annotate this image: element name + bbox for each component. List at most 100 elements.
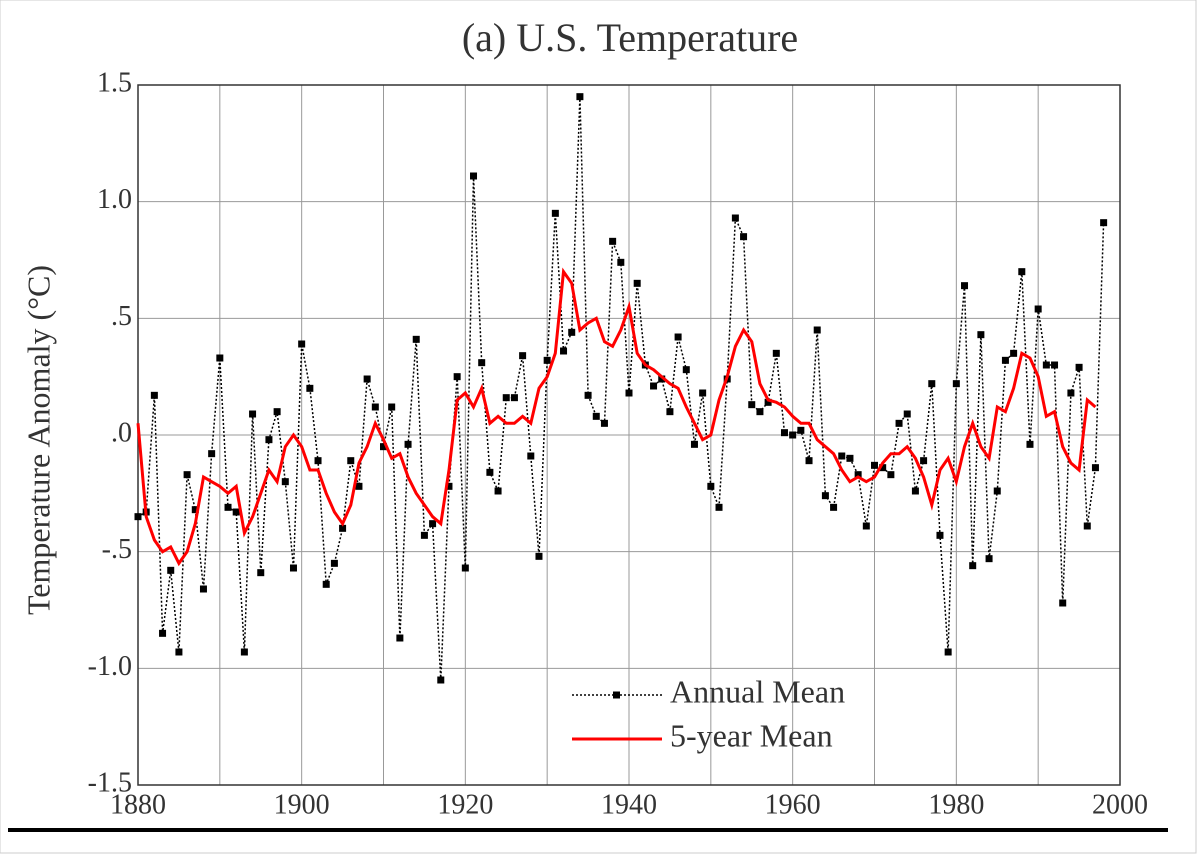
marker [592,412,600,420]
marker [658,375,666,383]
marker [911,487,919,495]
marker [879,464,887,472]
chart-title: (a) U.S. Temperature [462,15,798,60]
marker [355,482,363,490]
marker [1010,349,1018,357]
marker [584,391,592,399]
y-tick-label: .0 [111,417,132,448]
marker [633,279,641,287]
x-tick-label: 1960 [765,789,821,820]
marker [289,564,297,572]
legend-label: 5-year Mean [670,717,833,753]
marker [183,471,191,479]
series-line [136,267,1097,567]
marker [232,508,240,516]
marker [756,408,764,416]
marker [322,580,330,588]
marker [821,492,829,500]
marker [666,408,674,416]
marker [551,209,559,217]
x-tick-label: 1880 [110,789,166,820]
marker [1042,361,1050,369]
marker [535,552,543,560]
marker [1026,440,1034,448]
marker [1018,268,1026,276]
marker [830,503,838,511]
marker [167,566,175,574]
marker [461,564,469,572]
marker [486,468,494,476]
marker [838,452,846,460]
marker [175,648,183,656]
marker [576,93,584,101]
marker [944,648,952,656]
marker [699,389,707,397]
marker [862,522,870,530]
marker [224,503,232,511]
x-tick-label: 1980 [928,789,984,820]
marker [150,391,158,399]
marker [805,457,813,465]
marker [388,403,396,411]
y-tick-label: -.5 [102,534,132,565]
legend-label: Annual Mean [670,673,845,709]
marker [617,258,625,266]
marker [871,461,878,469]
marker [420,531,428,539]
marker [969,562,977,570]
marker [961,282,969,290]
marker [813,326,821,334]
marker [347,457,355,465]
marker [715,503,723,511]
marker [780,429,788,437]
marker [1091,464,1099,472]
y-tick-label: 1.5 [97,67,132,98]
marker [257,569,265,577]
marker [543,356,551,364]
marker [1100,219,1108,227]
marker [191,506,199,514]
marker [625,389,633,397]
marker [199,585,207,593]
x-tick-label: 1940 [601,789,657,820]
marker [846,454,854,462]
marker [731,214,739,222]
marker [159,629,167,637]
marker [1059,599,1067,607]
marker [854,471,862,479]
marker [985,555,993,563]
marker [470,172,478,180]
marker [339,524,347,532]
marker [478,359,486,367]
marker [920,457,928,465]
y-tick-label: .5 [111,301,132,332]
marker [208,450,216,458]
marker [740,233,748,241]
y-tick-label: 1.0 [97,184,132,215]
marker [1075,363,1083,371]
marker [560,347,568,355]
x-tick-label: 1920 [437,789,493,820]
marker [502,394,510,402]
marker [895,419,903,427]
x-tick-label: 1900 [274,789,330,820]
marker [600,419,608,427]
marker [306,384,314,392]
marker [404,440,412,448]
marker [764,398,772,406]
marker [952,380,960,388]
marker [437,676,445,684]
marker [903,410,911,418]
marker [314,457,322,465]
marker [1034,305,1042,313]
marker [650,382,658,390]
marker [936,531,944,539]
marker [396,634,404,642]
marker [519,352,527,360]
marker [445,482,453,490]
marker [371,403,379,411]
marker [1001,356,1009,364]
marker [993,487,1001,495]
marker [216,354,224,362]
